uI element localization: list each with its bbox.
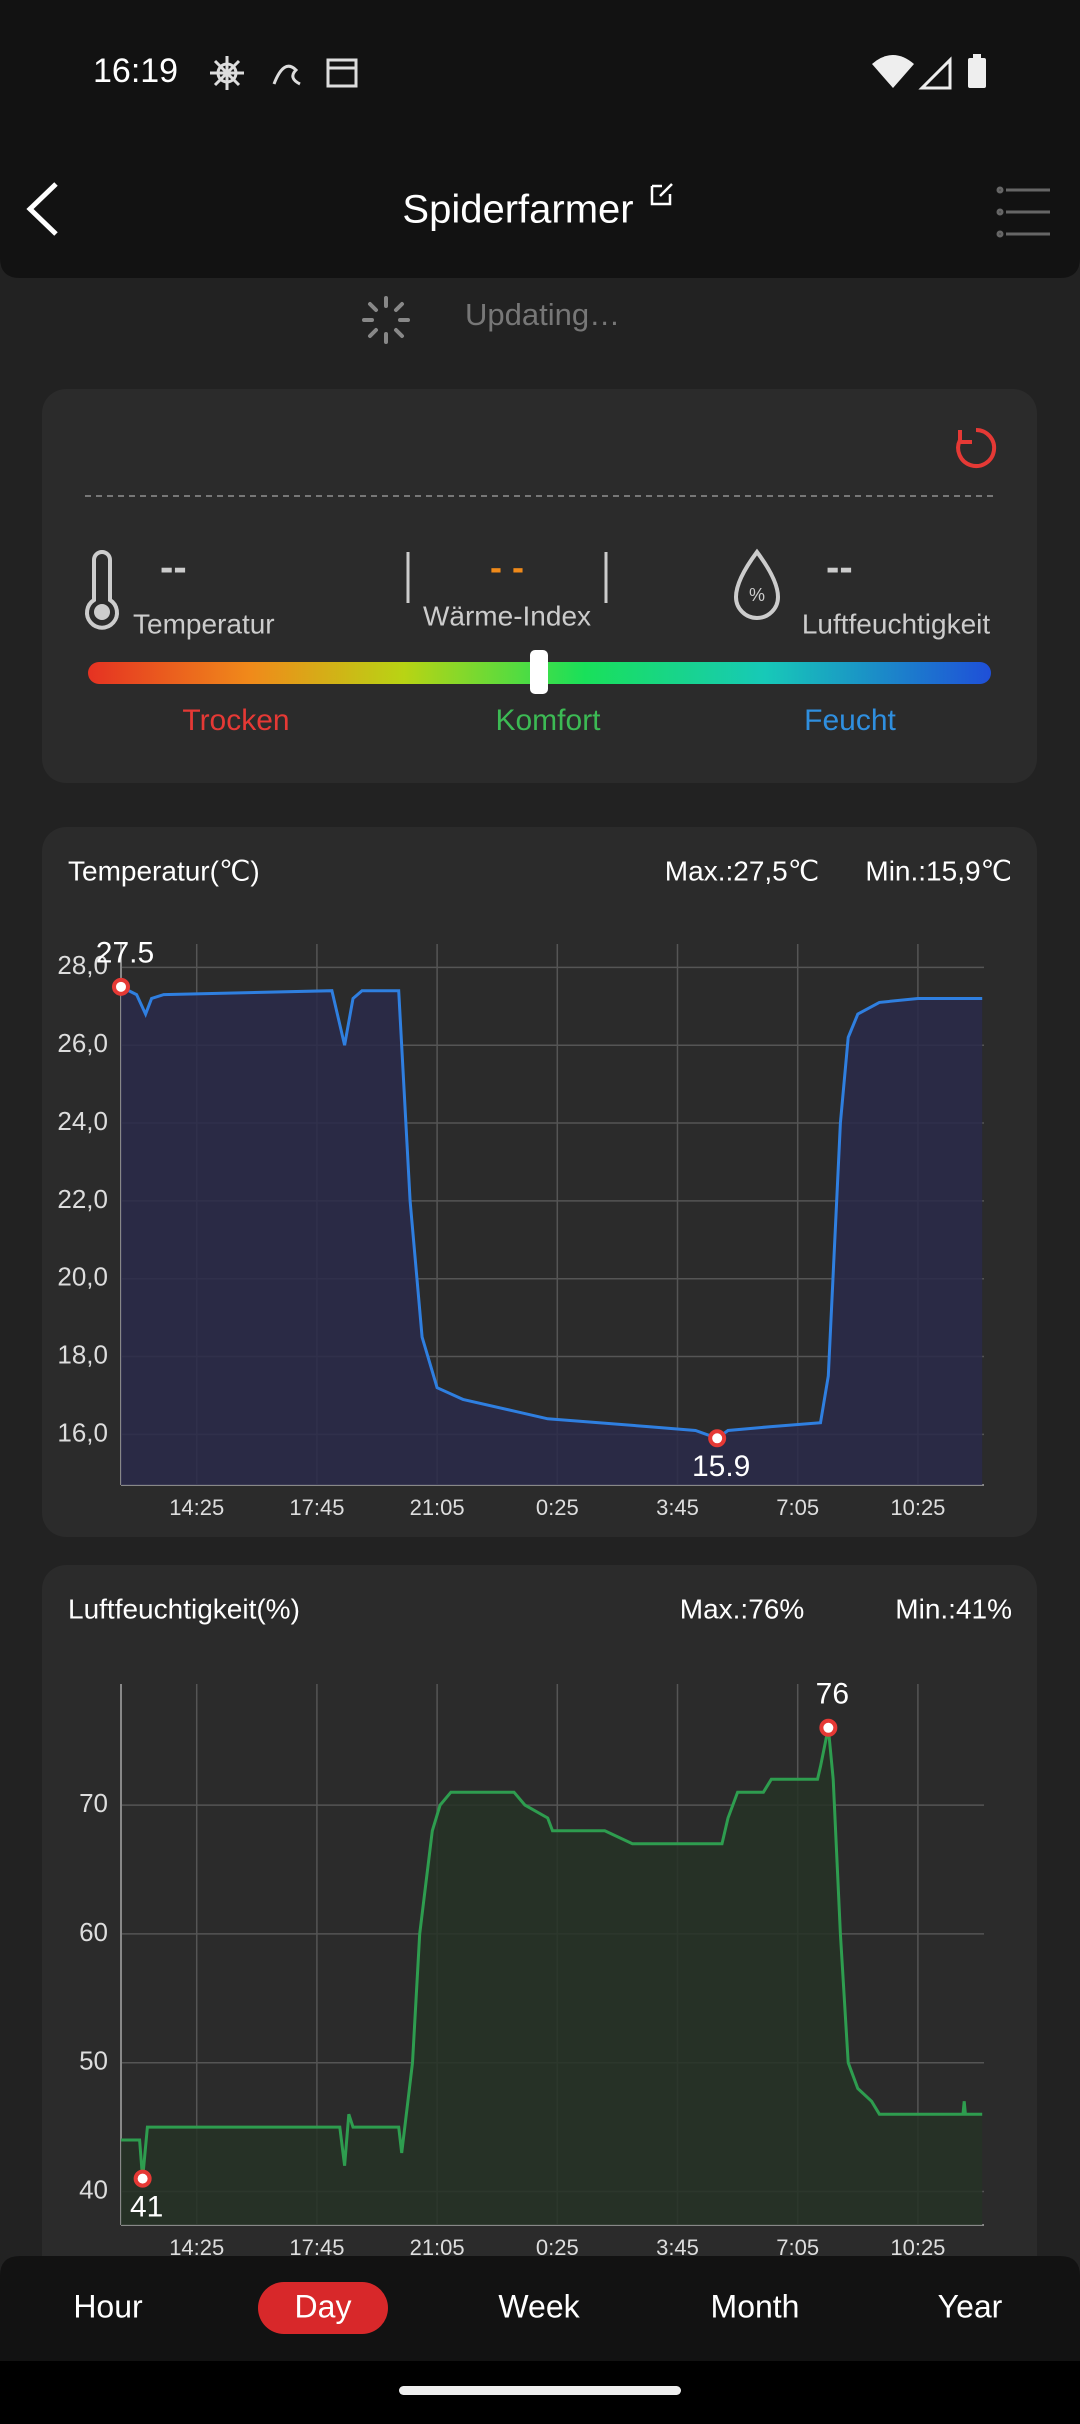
temperature-value: -- <box>160 546 187 590</box>
y-tick-label: 40 <box>79 2174 108 2204</box>
humidity-icon: % <box>733 548 781 620</box>
y-tick-label: 60 <box>79 1917 108 1947</box>
max-label: Max.:27,5℃ <box>665 855 819 886</box>
refresh-icon[interactable] <box>956 427 997 468</box>
refresh-arrow <box>958 430 972 444</box>
tab[interactable]: Hour <box>73 2288 143 2324</box>
data-label: 76 <box>816 1678 849 1711</box>
area <box>121 1727 983 2225</box>
x-tick-label: 0:25 <box>536 2235 579 2260</box>
menu-icon[interactable] <box>996 186 1050 238</box>
x-tick-label: 7:05 <box>776 2235 819 2260</box>
system-icons <box>872 54 986 90</box>
edit-icon[interactable] <box>650 183 673 206</box>
x-tick-label: 10:25 <box>890 1495 945 1520</box>
y-tick-label: 16,0 <box>57 1417 108 1447</box>
min-label: Min.:41% <box>895 1593 1012 1624</box>
tab[interactable]: Month <box>711 2288 800 2324</box>
y-tick-label: 70 <box>79 1788 108 1818</box>
charts: Temperatur(℃) Max.:27,5℃ Min.:15,9℃ 16,0 18,… <box>57 855 1012 2259</box>
spinner <box>362 296 410 344</box>
home-indicator[interactable] <box>399 2386 681 2395</box>
y-tick-label: 28,0 <box>57 950 108 980</box>
extreme-marker <box>708 1429 727 1448</box>
x-tick-label: 3:45 <box>656 1495 699 1520</box>
line <box>120 985 983 1440</box>
area <box>121 986 983 1485</box>
top-bar <box>0 0 1080 278</box>
humidity-label: Luftfeuchtigkeit <box>802 608 991 639</box>
thermometer-icon <box>85 550 119 630</box>
back-button[interactable] <box>26 182 58 236</box>
x-tick-label: 17:45 <box>289 1495 344 1520</box>
x-tick-label: 14:25 <box>169 1495 224 1520</box>
x-tick-label: 7:05 <box>776 1495 819 1520</box>
selected-tab-pill <box>258 2282 388 2334</box>
tabs: Hour Day Week Month Year <box>73 2282 1003 2334</box>
extreme-marker <box>133 2169 152 2188</box>
y-tick-label: 20,0 <box>57 1262 108 1292</box>
x-tick-label: 17:45 <box>289 2235 344 2260</box>
tab[interactable]: Year <box>938 2288 1003 2324</box>
x-tick-label: 3:45 <box>656 2235 699 2260</box>
device-title[interactable]: Spiderfarmer <box>402 188 633 232</box>
chart-title: Temperatur(℃) <box>68 855 260 886</box>
scale-label: Trocken <box>182 704 289 737</box>
extreme-marker <box>112 977 130 996</box>
line <box>121 1727 983 2179</box>
summary-card <box>42 389 1037 783</box>
humidity-value: -- <box>826 546 853 590</box>
heat-index-value: - - <box>490 547 524 588</box>
extreme-marker <box>819 1718 838 1737</box>
y-tick-label: 24,0 <box>57 1106 108 1136</box>
tab[interactable]: Day <box>295 2288 352 2324</box>
status-icons <box>210 56 358 90</box>
heat-index-label: Wärme-Index <box>423 600 591 631</box>
x-tick-label: 14:25 <box>169 2235 224 2260</box>
x-tick-label: 10:25 <box>890 2235 945 2260</box>
y-tick-label: 22,0 <box>57 1184 108 1214</box>
chart-title: Luftfeuchtigkeit(%) <box>68 1593 300 1624</box>
scale-label: Komfort <box>495 704 601 737</box>
x-tick-label: 21:05 <box>410 2235 465 2260</box>
max-label: Max.:76% <box>680 1593 805 1624</box>
data-label: 41 <box>130 2191 163 2224</box>
temperature-label: Temperatur <box>133 608 275 639</box>
status-text: Updating… <box>465 297 620 332</box>
status-time: 16:19 <box>93 52 178 90</box>
x-tick-label: 21:05 <box>410 1495 465 1520</box>
min-label: Min.:15,9℃ <box>865 855 1012 886</box>
y-tick-label: 50 <box>79 2046 108 2076</box>
scale-thumb <box>530 650 548 694</box>
data-label: 15.9 <box>692 1450 750 1483</box>
y-tick-label: 18,0 <box>57 1339 108 1369</box>
svg-text:%: % <box>749 585 765 605</box>
tab[interactable]: Week <box>498 2288 580 2324</box>
x-tick-label: 0:25 <box>536 1495 579 1520</box>
data-label: 27.5 <box>96 937 154 970</box>
scale-label: Feucht <box>804 704 896 737</box>
y-tick-label: 26,0 <box>57 1028 108 1058</box>
